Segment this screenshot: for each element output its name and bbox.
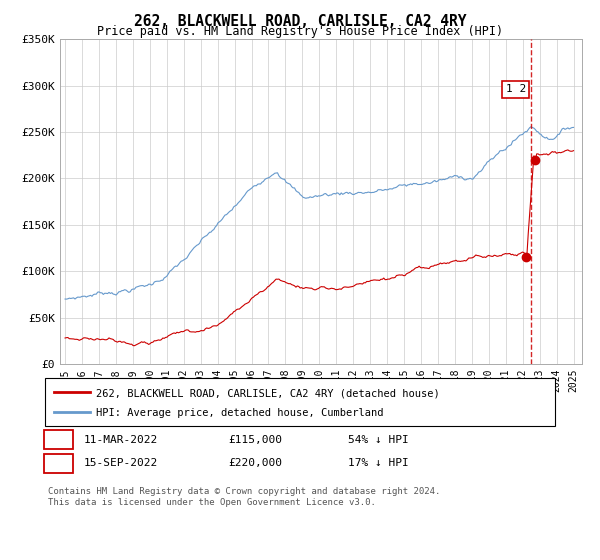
Text: 17% ↓ HPI: 17% ↓ HPI — [348, 458, 409, 468]
Text: 15-SEP-2022: 15-SEP-2022 — [84, 458, 158, 468]
Text: 1 2: 1 2 — [506, 85, 526, 94]
Text: Contains HM Land Registry data © Crown copyright and database right 2024.
This d: Contains HM Land Registry data © Crown c… — [48, 487, 440, 507]
Text: 54% ↓ HPI: 54% ↓ HPI — [348, 435, 409, 445]
Text: 2: 2 — [55, 456, 62, 470]
Text: Price paid vs. HM Land Registry's House Price Index (HPI): Price paid vs. HM Land Registry's House … — [97, 25, 503, 38]
Text: 262, BLACKWELL ROAD, CARLISLE, CA2 4RY (detached house): 262, BLACKWELL ROAD, CARLISLE, CA2 4RY (… — [96, 389, 440, 399]
Text: HPI: Average price, detached house, Cumberland: HPI: Average price, detached house, Cumb… — [96, 408, 383, 418]
Text: 1: 1 — [55, 433, 62, 446]
Text: 262, BLACKWELL ROAD, CARLISLE, CA2 4RY: 262, BLACKWELL ROAD, CARLISLE, CA2 4RY — [134, 14, 466, 29]
Text: 11-MAR-2022: 11-MAR-2022 — [84, 435, 158, 445]
Text: £115,000: £115,000 — [228, 435, 282, 445]
Text: £220,000: £220,000 — [228, 458, 282, 468]
